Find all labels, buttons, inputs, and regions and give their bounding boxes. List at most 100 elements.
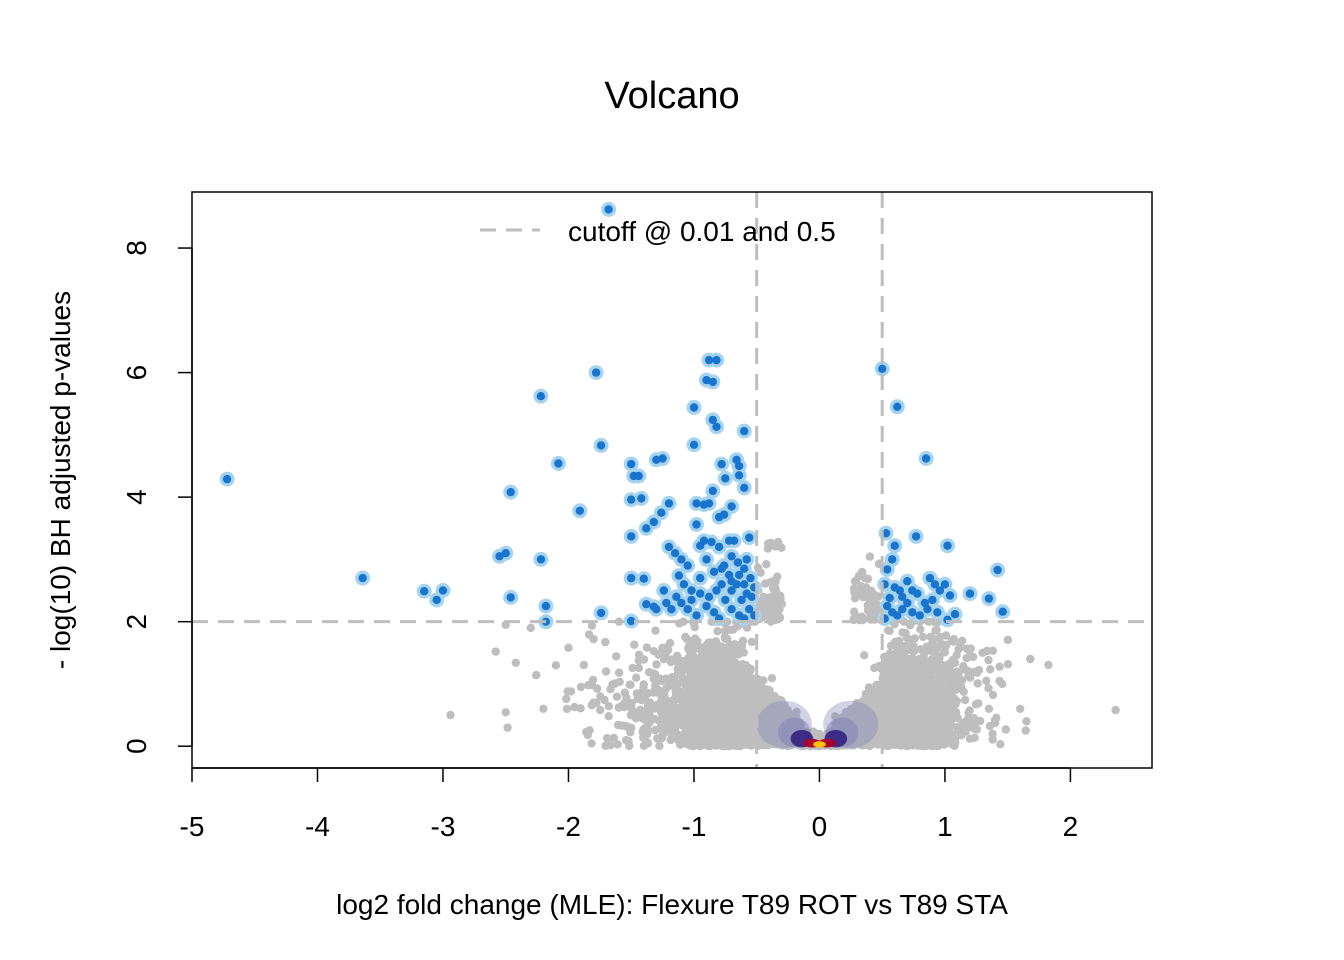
nonsignificant-point: [625, 680, 634, 689]
nonsignificant-point: [642, 705, 651, 714]
nonsignificant-point: [940, 666, 950, 675]
significant-point: [717, 580, 726, 589]
nonsignificant-point: [713, 694, 722, 704]
nonsignificant-point: [965, 734, 975, 743]
nonsignificant-point: [978, 648, 987, 657]
nonsignificant-point: [952, 651, 961, 660]
nonsignificant-point: [770, 594, 780, 604]
x-tick-label: 2: [1063, 811, 1079, 842]
nonsignificant-point: [501, 708, 510, 717]
significant-point: [222, 474, 232, 484]
significant-point: [659, 586, 668, 595]
nonsignificant-point: [865, 696, 875, 705]
nonsignificant-point: [872, 605, 881, 614]
nonsignificant-point: [712, 708, 721, 717]
nonsignificant-point: [866, 591, 875, 601]
significant-point: [432, 595, 441, 605]
significant-point: [627, 532, 636, 541]
significant-point: [881, 529, 891, 538]
nonsignificant-point: [491, 647, 500, 656]
nonsignificant-point: [1022, 717, 1031, 726]
significant-point: [683, 561, 692, 570]
nonsignificant-point: [890, 697, 900, 707]
nonsignificant-point: [710, 644, 719, 654]
nonsignificant-point: [962, 654, 971, 663]
significant-point: [627, 573, 636, 583]
significant-point: [721, 595, 730, 605]
nonsignificant-point: [588, 675, 598, 685]
significant-point: [727, 586, 736, 595]
nonsignificant-point: [858, 730, 868, 739]
nonsignificant-point: [587, 739, 596, 748]
significant-point: [642, 600, 651, 609]
significant-point: [898, 605, 907, 614]
significant-point: [627, 459, 636, 469]
nonsignificant-point: [926, 726, 935, 736]
nonsignificant-point: [627, 699, 636, 708]
nonsignificant-point: [912, 684, 921, 693]
nonsignificant-point: [948, 740, 957, 749]
nonsignificant-point: [778, 701, 787, 710]
nonsignificant-point: [923, 713, 933, 722]
nonsignificant-point: [705, 684, 714, 693]
significant-point: [662, 598, 671, 608]
nonsignificant-point: [642, 643, 652, 652]
nonsignificant-point: [760, 694, 769, 703]
nonsignificant-point: [912, 664, 921, 674]
significant-point: [664, 542, 674, 552]
nonsignificant-point: [932, 741, 941, 751]
nonsignificant-point: [666, 657, 676, 667]
y-axis-label: - log(10) BH adjusted p-values: [45, 291, 76, 669]
significant-point: [729, 536, 739, 545]
significant-point: [930, 580, 940, 589]
nonsignificant-point: [698, 651, 707, 660]
nonsignificant-point: [940, 704, 949, 713]
significant-point: [921, 454, 931, 463]
nonsignificant-point: [995, 662, 1004, 671]
nonsignificant-point: [765, 736, 775, 746]
significant-point: [687, 595, 696, 605]
nonsignificant-point: [877, 680, 887, 689]
significant-point: [709, 567, 719, 576]
nonsignificant-point: [757, 730, 766, 739]
significant-point: [903, 577, 912, 586]
significant-point: [883, 601, 892, 611]
nonsignificant-point: [707, 690, 716, 700]
significant-point: [658, 454, 667, 463]
x-tick-label: 0: [812, 811, 828, 842]
nonsignificant-point: [624, 737, 633, 746]
nonsignificant-point: [959, 662, 968, 671]
significant-point: [506, 487, 515, 497]
significant-point: [740, 426, 749, 436]
nonsignificant-point: [686, 704, 696, 714]
significant-point: [664, 499, 674, 508]
plot-points: [219, 201, 1120, 751]
significant-point: [998, 607, 1007, 616]
chart-title: Volcano: [604, 75, 739, 117]
nonsignificant-point: [953, 726, 962, 735]
nonsignificant-point: [956, 642, 965, 651]
significant-point: [672, 592, 681, 601]
nonsignificant-point: [850, 584, 859, 593]
nonsignificant-point: [947, 636, 957, 646]
nonsignificant-point: [651, 626, 660, 635]
nonsignificant-point: [874, 592, 883, 601]
nonsignificant-point: [933, 697, 942, 707]
nonsignificant-point: [587, 621, 597, 630]
nonsignificant-point: [747, 637, 756, 647]
nonsignificant-point: [859, 719, 869, 729]
significant-point: [903, 598, 912, 608]
significant-point: [717, 459, 726, 469]
nonsignificant-point: [911, 693, 921, 703]
nonsignificant-point: [728, 689, 737, 699]
nonsignificant-point: [890, 690, 899, 699]
nonsignificant-point: [1003, 660, 1013, 669]
nonsignificant-point: [913, 704, 923, 714]
nonsignificant-point: [630, 640, 639, 649]
nonsignificant-point: [628, 663, 637, 673]
nonsignificant-point: [767, 674, 777, 683]
y-tick-label: 4: [121, 489, 152, 505]
significant-point: [674, 571, 684, 580]
nonsignificant-point: [865, 552, 875, 561]
density-blob: [813, 741, 826, 748]
